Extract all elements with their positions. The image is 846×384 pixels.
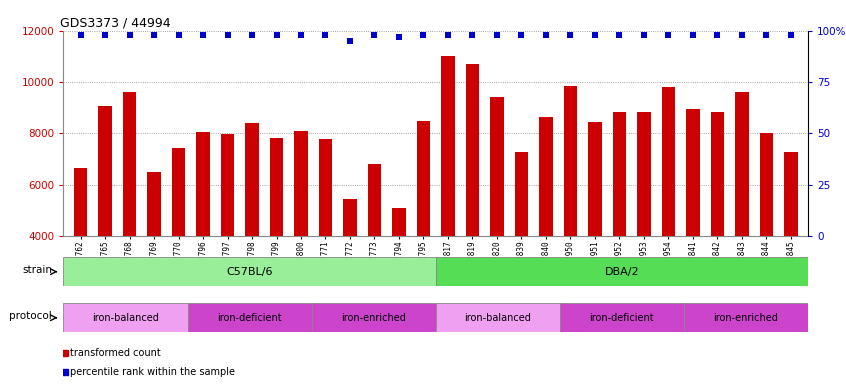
Point [637,32,651,38]
Bar [147,172,161,339]
Point [368,32,382,38]
Bar [63,303,188,332]
Point [270,32,283,38]
Bar [245,122,259,339]
Point [613,32,626,38]
Bar [393,209,406,339]
Bar [319,139,332,339]
Point [196,32,210,38]
Point [393,34,406,40]
Text: iron-deficient: iron-deficient [590,313,654,323]
Text: iron-enriched: iron-enriched [713,313,778,323]
Bar [684,303,808,332]
Bar [196,132,210,339]
Point [711,32,724,38]
Point [662,32,675,38]
Text: percentile rank within the sample: percentile rank within the sample [70,367,235,377]
Bar [221,134,234,339]
Bar [490,97,503,339]
Text: transformed count: transformed count [70,348,161,358]
Bar [270,138,283,339]
Point [735,32,749,38]
Text: protocol: protocol [9,311,52,321]
Bar [539,117,552,339]
Text: iron-enriched: iron-enriched [341,313,406,323]
Bar [311,303,436,332]
Bar [74,168,87,339]
Bar [686,109,700,339]
Point [441,32,454,38]
Point [319,32,332,38]
Point [490,32,503,38]
Bar [368,164,382,339]
Bar [98,106,112,339]
Bar [514,152,528,339]
Point [686,32,700,38]
Point [123,32,136,38]
Bar [172,147,185,339]
Point [563,32,577,38]
Point [588,32,602,38]
Point [784,32,798,38]
Bar [735,92,749,339]
Point [465,32,479,38]
Bar [465,64,479,339]
Bar [436,257,808,286]
Bar [417,121,430,339]
Bar [188,303,311,332]
Text: GDS3373 / 44994: GDS3373 / 44994 [60,17,170,30]
Point [294,32,308,38]
Text: DBA/2: DBA/2 [605,266,639,277]
Point [514,32,528,38]
Text: C57BL/6: C57BL/6 [227,266,272,277]
Bar [123,92,136,339]
Bar [63,257,436,286]
Bar [436,303,560,332]
Point [147,32,161,38]
Point [98,32,112,38]
Bar [343,199,357,339]
Point [343,38,357,44]
Point [245,32,259,38]
Point [221,32,234,38]
Bar [711,112,724,339]
Bar [662,88,675,339]
Text: iron-balanced: iron-balanced [464,313,531,323]
Point [74,32,87,38]
Text: iron-balanced: iron-balanced [92,313,159,323]
Bar [784,152,798,339]
Bar [563,86,577,339]
Bar [294,131,308,339]
Bar [442,56,454,339]
Point [417,32,431,38]
Bar [560,303,684,332]
Text: strain: strain [22,265,52,275]
Point [539,32,552,38]
Bar [588,122,602,339]
Bar [637,112,651,339]
Point [172,32,185,38]
Point [760,32,773,38]
Bar [760,132,773,339]
Bar [613,112,626,339]
Text: iron-deficient: iron-deficient [217,313,282,323]
